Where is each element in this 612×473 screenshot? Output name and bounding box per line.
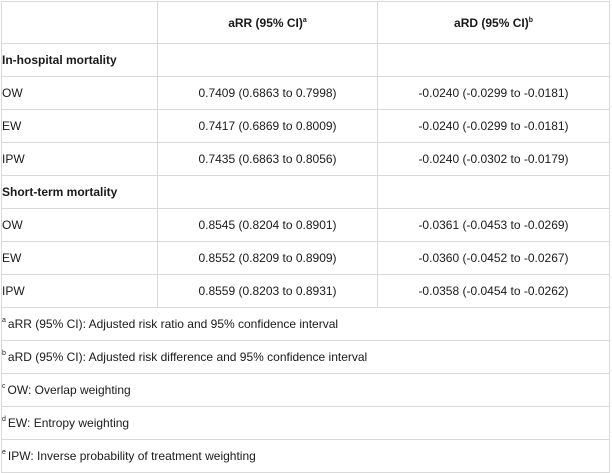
footnote-mark: d [2,416,6,423]
footnote: b aRD (95% CI): Adjusted risk difference … [1,340,610,374]
arr-value: 0.7435 (0.6863 to 0.8056) [157,142,378,176]
footnote-text: EW: Entropy weighting [7,416,130,430]
footnote-row: a aRR (95% CI): Adjusted risk ratio and 9… [1,307,610,341]
header-ard: aRD (95% CI)b [377,1,610,44]
footnote: c OW: Overlap weighting [1,373,610,407]
row-label: IPW [1,274,158,308]
footnote: e IPW: Inverse probability of treatment w… [1,439,610,473]
arr-value: 0.7409 (0.6863 to 0.7998) [157,76,378,110]
ard-value: -0.0361 (-0.0453 to -0.0269) [377,208,610,242]
table-row: EW 0.8552 (0.8209 to 0.8909) -0.0360 (-0… [1,241,610,275]
footnote: a aRR (95% CI): Adjusted risk ratio and 9… [1,307,610,341]
ard-value: -0.0240 (-0.0299 to -0.0181) [377,76,610,110]
arr-value: 0.8545 (0.8204 to 0.8901) [157,208,378,242]
row-label: IPW [1,142,158,176]
header-row: aRR (95% CI)a aRD (95% CI)b [1,1,610,44]
group-title: Short-term mortality [1,175,158,209]
header-blank-cell [1,1,158,44]
table-row: OW 0.8545 (0.8204 to 0.8901) -0.0361 (-0… [1,208,610,242]
footnote-row: c OW: Overlap weighting [1,373,610,407]
footnote-row: d EW: Entropy weighting [1,406,610,440]
group-row-in-hospital: In-hospital mortality [1,43,610,77]
footnote-text: OW: Overlap weighting [7,383,131,397]
ard-value: -0.0240 (-0.0299 to -0.0181) [377,109,610,143]
group-title: In-hospital mortality [1,43,158,77]
arr-value: 0.8559 (0.8203 to 0.8931) [157,274,378,308]
footnote-mark: e [2,449,6,456]
ard-value: -0.0360 (-0.0452 to -0.0267) [377,241,610,275]
empty-cell [157,43,378,77]
header-ard-label: aRD (95% CI) [454,15,529,30]
footnote-mark: c [2,383,6,390]
row-label: OW [1,76,158,110]
ard-value: -0.0358 (-0.0454 to -0.0262) [377,274,610,308]
table-row: EW 0.7417 (0.6869 to 0.8009) -0.0240 (-0… [1,109,610,143]
row-label: OW [1,208,158,242]
empty-cell [377,43,610,77]
header-arr-label: aRR (95% CI) [228,15,303,30]
table-row: IPW 0.7435 (0.6863 to 0.8056) -0.0240 (-… [1,142,610,176]
row-label: EW [1,241,158,275]
footnote-row: b aRD (95% CI): Adjusted risk difference … [1,340,610,374]
row-label: EW [1,109,158,143]
ard-value: -0.0240 (-0.0302 to -0.0179) [377,142,610,176]
footnote-text: aRD (95% CI): Adjusted risk difference a… [7,350,368,364]
table-row: OW 0.7409 (0.6863 to 0.7998) -0.0240 (-0… [1,76,610,110]
footnote-mark: a [2,317,6,324]
footnote-text: IPW: Inverse probability of treatment we… [7,449,256,463]
arr-value: 0.7417 (0.6869 to 0.8009) [157,109,378,143]
group-row-short-term: Short-term mortality [1,175,610,209]
footnote-row: e IPW: Inverse probability of treatment w… [1,439,610,473]
empty-cell [157,175,378,209]
footnote-mark: b [2,350,6,357]
header-arr-footnote-mark: a [302,16,307,24]
table-row: IPW 0.8559 (0.8203 to 0.8931) -0.0358 (-… [1,274,610,308]
header-arr: aRR (95% CI)a [157,1,378,44]
footnote-text: aRR (95% CI): Adjusted risk ratio and 95… [7,317,339,331]
empty-cell [377,175,610,209]
footnote: d EW: Entropy weighting [1,406,610,440]
header-ard-footnote-mark: b [528,16,533,24]
arr-value: 0.8552 (0.8209 to 0.8909) [157,241,378,275]
